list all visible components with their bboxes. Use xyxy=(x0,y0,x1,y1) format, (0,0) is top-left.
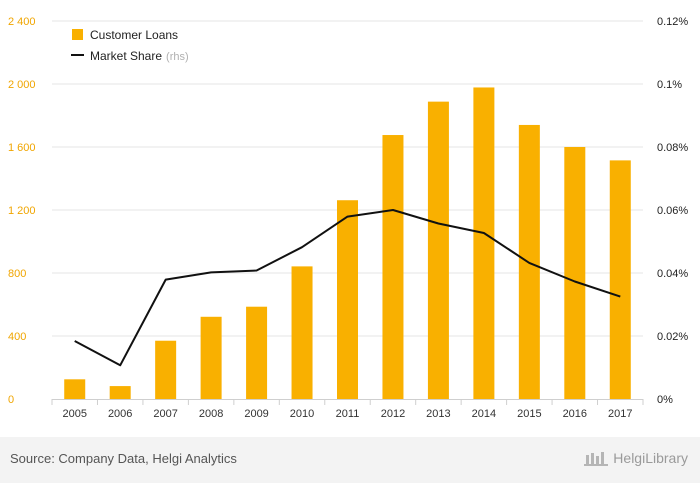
x-tick-label: 2005 xyxy=(62,408,86,420)
bar xyxy=(64,379,86,399)
legend-swatch-customer-loans xyxy=(72,29,83,40)
x-tick-label: 2010 xyxy=(290,408,314,420)
bar xyxy=(473,87,495,399)
x-tick-label: 2016 xyxy=(563,408,587,420)
y-left-tick-label: 1 600 xyxy=(8,142,36,154)
brand-logo: HelgiLibrary xyxy=(583,449,688,467)
y-right-tick-label: 0% xyxy=(657,394,673,406)
bar xyxy=(382,135,404,399)
chart: 2005 2006 2007 2008 2009 2010 2011 2012 2013 2014… xyxy=(8,16,688,420)
y-left-tick-label: 800 xyxy=(8,268,26,280)
y-left-tick-label: 2 400 xyxy=(8,16,36,28)
y-right-tick-label: 0.02% xyxy=(657,331,688,343)
bar xyxy=(427,101,449,399)
bar xyxy=(109,386,131,399)
legend: Customer Loans Market Share (rhs) xyxy=(71,28,189,63)
legend-label-rhs-note: (rhs) xyxy=(166,51,189,63)
y-right-tick-label: 0.12% xyxy=(657,16,688,28)
legend-label-market-share: Market Share xyxy=(90,49,162,63)
y-right-tick-label: 0.04% xyxy=(657,268,688,280)
source-text: Source: Company Data, Helgi Analytics xyxy=(10,451,237,466)
x-tick-label: 2009 xyxy=(244,408,268,420)
bar xyxy=(564,147,586,399)
line-series-market-share xyxy=(74,209,621,367)
bar-series-customer-loans xyxy=(64,87,631,399)
x-tick-label: 2011 xyxy=(336,408,360,420)
bar xyxy=(291,266,313,399)
y-right-tick-label: 0.08% xyxy=(657,142,688,154)
bar xyxy=(246,306,268,399)
bar xyxy=(200,316,222,399)
brand-text: HelgiLibrary xyxy=(613,450,688,466)
x-tick-label: 2007 xyxy=(153,408,177,420)
y-left-tick-label: 400 xyxy=(8,331,26,343)
y-axis-left: 0 400 800 1 200 1 600 2 000 2 400 xyxy=(8,16,36,406)
y-right-tick-label: 0.06% xyxy=(657,205,688,217)
bar xyxy=(155,340,177,399)
x-tick-label: 2008 xyxy=(199,408,223,420)
market-share-line xyxy=(74,209,621,367)
y-left-tick-label: 0 xyxy=(8,394,14,406)
y-axis-right: 0% 0.02% 0.04% 0.06% 0.08% 0.1% 0.12% xyxy=(657,16,688,406)
footer: Source: Company Data, Helgi Analytics He… xyxy=(0,437,700,483)
bar xyxy=(609,160,631,399)
x-tick-label: 2015 xyxy=(517,408,541,420)
x-tick-label: 2012 xyxy=(381,408,405,420)
y-right-tick-label: 0.1% xyxy=(657,79,682,91)
x-axis: 2005 2006 2007 2008 2009 2010 2011 2012 2013 2014… xyxy=(51,399,644,420)
x-tick-label: 2017 xyxy=(608,408,632,420)
x-tick-label: 2014 xyxy=(472,408,496,420)
library-icon xyxy=(584,452,609,466)
legend-label-customer-loans: Customer Loans xyxy=(90,28,178,42)
x-tick-label: 2013 xyxy=(426,408,450,420)
svg-text:Market Share(rhs): Market Share (rhs) xyxy=(90,49,189,63)
y-left-tick-label: 1 200 xyxy=(8,205,36,217)
y-left-tick-label: 2 000 xyxy=(8,79,36,91)
bar xyxy=(337,200,358,399)
x-tick-label: 2006 xyxy=(108,408,132,420)
